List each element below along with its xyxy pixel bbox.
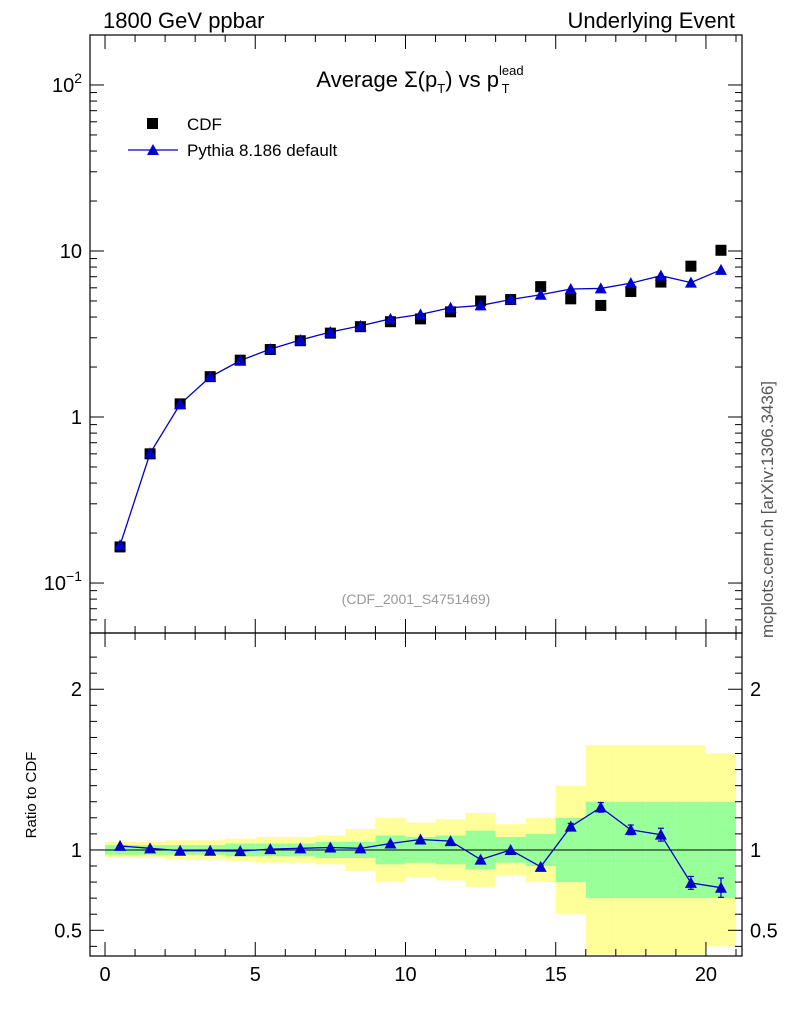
ratio-point — [174, 844, 187, 856]
ratio-point — [474, 853, 487, 865]
pythia-point — [324, 326, 337, 338]
x-tick-label: 20 — [695, 964, 717, 986]
legend: CDF Pythia 8.186 default — [128, 115, 338, 160]
pythia-point — [594, 282, 607, 294]
pythia-point — [474, 299, 487, 311]
pythia-point — [504, 293, 517, 305]
ratio-point — [324, 841, 337, 853]
tick-marks — [90, 34, 742, 956]
pythia-point — [444, 301, 457, 313]
sidebar-note: mcplots.cern.ch [arXiv:1306.3436] — [758, 380, 777, 638]
cdf-point — [595, 299, 607, 311]
ratio-bands — [90, 745, 742, 955]
ratio-y-tick-label-right: 0.5 — [750, 920, 778, 942]
y-tick-label: 10−1 — [44, 568, 82, 595]
header-right: Underlying Event — [567, 8, 735, 33]
pythia-point — [174, 398, 187, 410]
ratio-point — [144, 842, 157, 854]
ratio-point — [414, 833, 427, 845]
header-left: 1800 GeV ppbar — [103, 8, 265, 33]
ratio-point — [384, 837, 397, 849]
ratio-frame — [89, 632, 743, 957]
data-points — [114, 244, 727, 898]
pythia-point — [654, 269, 667, 281]
legend-cdf-marker — [147, 118, 158, 129]
ratio-point — [354, 842, 367, 854]
ratio-y-tick-label: 1 — [71, 840, 82, 862]
pythia-point — [564, 283, 577, 295]
legend-pythia-label: Pythia 8.186 default — [187, 141, 338, 160]
pythia-point — [234, 354, 247, 366]
ratio-point — [504, 843, 517, 855]
ratio-point — [714, 881, 727, 893]
ratio-point — [594, 801, 607, 813]
ratio-point — [444, 835, 457, 847]
cdf-point — [655, 276, 667, 288]
pythia-point — [294, 333, 307, 345]
ratio-point — [534, 860, 547, 872]
pythia-point — [534, 288, 547, 300]
ratio-y-tick-label-right: 1 — [750, 840, 761, 862]
ratio-y-tick-label: 0.5 — [54, 920, 82, 942]
pythia-point — [264, 343, 277, 355]
cdf-point — [535, 281, 547, 293]
ratio-point — [654, 828, 667, 840]
chart-title: Average Σ(pT) vs plead T — [316, 63, 523, 96]
pythia-point — [624, 277, 637, 289]
ratio-point — [564, 820, 577, 832]
pythia-point — [714, 263, 727, 275]
y-tick-label: 102 — [52, 70, 82, 97]
pythia-point — [354, 319, 367, 331]
x-tick-label: 5 — [250, 964, 261, 986]
ratio-point — [204, 844, 217, 856]
x-tick-label: 10 — [394, 964, 416, 986]
cdf-point — [685, 260, 697, 272]
x-tick-label: 15 — [545, 964, 567, 986]
legend-cdf-label: CDF — [187, 115, 222, 134]
ratio-point — [684, 876, 697, 888]
plot-frames — [89, 34, 743, 957]
cdf-point — [715, 244, 727, 256]
ratio-point — [234, 845, 247, 857]
pythia-point — [384, 312, 397, 324]
pythia-point — [414, 308, 427, 320]
ratio-point — [624, 823, 637, 835]
ratio-point — [264, 843, 277, 855]
pythia-point — [204, 370, 217, 382]
pythia-point — [114, 539, 127, 551]
y-tick-label: 10 — [60, 241, 82, 263]
pythia-point — [144, 447, 157, 459]
ratio-point — [294, 842, 307, 854]
tick-labels: 0 5 10 15 20 10−1 1 10 102 0.5 0.5 1 1 2 2 — [44, 70, 778, 986]
legend-pythia-marker — [147, 144, 159, 155]
ratio-y-tick-label-right: 2 — [750, 679, 761, 701]
ratio-point — [114, 839, 127, 851]
x-tick-label: 0 — [99, 964, 110, 986]
ratio-y-label: Ratio to CDF — [23, 752, 40, 839]
pythia-point — [684, 276, 697, 288]
ratio-y-tick-label: 2 — [71, 679, 82, 701]
cdf-point — [625, 286, 637, 298]
watermark: (CDF_2001_S4751469) — [342, 591, 491, 607]
y-tick-label: 1 — [71, 407, 82, 429]
cdf-point — [565, 293, 577, 305]
